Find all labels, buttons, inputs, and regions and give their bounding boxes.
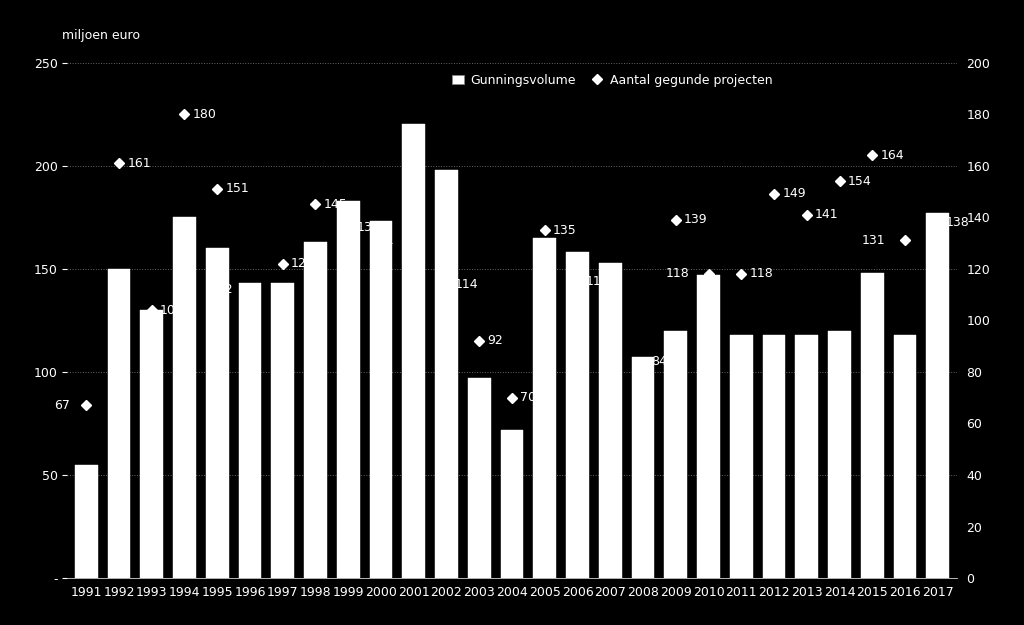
- Text: 154: 154: [848, 174, 871, 188]
- Bar: [861, 273, 884, 578]
- Text: 84: 84: [651, 355, 668, 368]
- Text: 131: 131: [862, 234, 886, 247]
- Bar: [796, 335, 818, 578]
- Text: 104: 104: [160, 304, 183, 316]
- Bar: [402, 124, 425, 578]
- Bar: [730, 335, 753, 578]
- Bar: [468, 378, 490, 578]
- Bar: [206, 248, 228, 578]
- Text: 149: 149: [782, 188, 806, 201]
- Bar: [108, 269, 130, 578]
- Bar: [599, 262, 622, 578]
- Bar: [140, 310, 163, 578]
- Bar: [828, 331, 851, 578]
- Bar: [894, 335, 916, 578]
- Bar: [435, 170, 458, 578]
- Bar: [75, 465, 97, 578]
- Text: 139: 139: [684, 213, 708, 226]
- Bar: [501, 429, 523, 578]
- Text: 118: 118: [750, 268, 773, 281]
- Text: 122: 122: [291, 257, 314, 270]
- Bar: [632, 357, 654, 578]
- Text: 67: 67: [53, 399, 70, 412]
- Bar: [763, 335, 785, 578]
- Bar: [370, 221, 392, 578]
- Text: miljoen euro: miljoen euro: [62, 29, 140, 42]
- Text: 141: 141: [815, 208, 839, 221]
- Bar: [304, 242, 327, 578]
- Text: 103: 103: [567, 306, 591, 319]
- Text: 151: 151: [225, 182, 249, 196]
- Text: 131: 131: [338, 234, 361, 247]
- Legend: Gunningsvolume, Aantal gegunde projecten: Gunningsvolume, Aantal gegunde projecten: [447, 69, 777, 92]
- Text: 115: 115: [586, 275, 609, 288]
- Bar: [697, 275, 720, 578]
- Text: 118: 118: [666, 268, 689, 281]
- Text: 131: 131: [371, 234, 394, 247]
- Text: 164: 164: [881, 149, 904, 162]
- Text: 92: 92: [487, 334, 504, 348]
- Bar: [337, 201, 359, 578]
- Bar: [173, 217, 196, 578]
- Text: 180: 180: [193, 107, 217, 121]
- Text: 136: 136: [356, 221, 380, 234]
- Bar: [239, 283, 261, 578]
- Text: 135: 135: [553, 224, 577, 237]
- Text: 114: 114: [455, 278, 478, 291]
- Text: 138: 138: [946, 216, 970, 229]
- Text: 112: 112: [210, 283, 233, 296]
- Bar: [566, 253, 589, 578]
- Bar: [534, 238, 556, 578]
- Bar: [927, 213, 949, 578]
- Bar: [665, 331, 687, 578]
- Text: 145: 145: [324, 198, 347, 211]
- Bar: [271, 283, 294, 578]
- Text: 161: 161: [127, 156, 151, 169]
- Text: 70: 70: [520, 391, 537, 404]
